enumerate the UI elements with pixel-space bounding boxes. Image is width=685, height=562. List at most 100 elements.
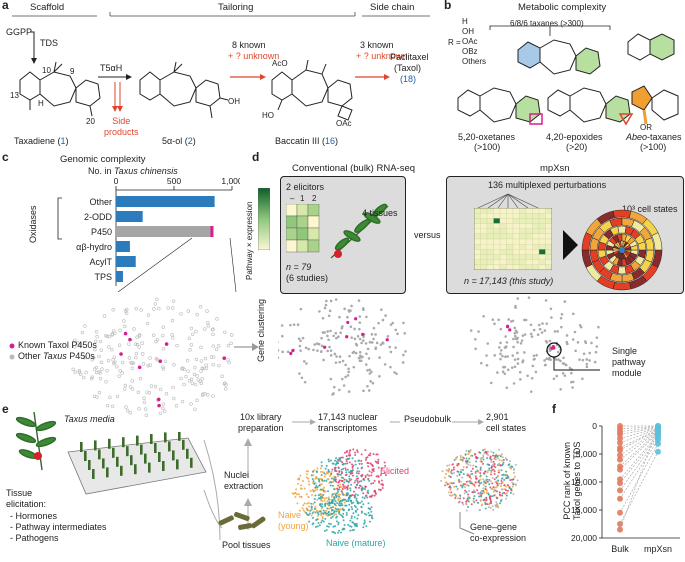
gene-node <box>403 332 407 335</box>
umap-point <box>477 492 480 495</box>
p450-node <box>136 390 141 395</box>
p450-node <box>138 333 142 337</box>
p450-node <box>130 366 134 371</box>
p450-node <box>161 365 165 369</box>
cell-state-segment <box>637 241 647 251</box>
heat-cell <box>493 259 501 265</box>
umap-point <box>325 464 328 467</box>
umap-point <box>306 473 309 476</box>
gene-node <box>578 324 582 327</box>
p450-node <box>134 355 138 360</box>
p450-node <box>115 394 120 399</box>
umap-point <box>350 500 353 503</box>
gene-node <box>571 380 575 384</box>
umap-point <box>322 489 325 492</box>
t5ah-label: T5αH <box>100 63 123 73</box>
umap-point <box>315 509 318 512</box>
umap-point <box>492 454 495 457</box>
gene-node <box>389 350 393 354</box>
umap-point <box>346 450 349 453</box>
umap-point <box>323 486 326 489</box>
p450-node <box>161 406 165 411</box>
umap-point <box>500 453 503 456</box>
gene-node <box>355 343 359 347</box>
umap-point <box>360 460 363 463</box>
heat-cell <box>545 223 552 229</box>
umap-point <box>371 464 374 467</box>
heat-cell <box>525 238 533 245</box>
umap-point <box>360 489 363 492</box>
umap-point <box>467 500 470 503</box>
umap-point <box>483 480 486 483</box>
known-p450-node <box>123 331 128 336</box>
umap-point <box>325 529 328 532</box>
umap-point <box>348 496 351 499</box>
well-sprout <box>182 439 185 450</box>
paclitaxel-name: Paclitaxel <box>390 52 429 62</box>
umap-point <box>347 454 350 457</box>
umap-point <box>372 482 375 485</box>
gene-node <box>320 344 324 348</box>
umap-point <box>478 482 481 485</box>
umap-point <box>490 466 493 469</box>
umap-point <box>340 468 343 471</box>
p450-node <box>82 356 87 360</box>
umap-point <box>380 483 383 486</box>
umap-point <box>319 497 322 500</box>
umap-point <box>495 476 498 479</box>
gene-node <box>559 316 563 320</box>
panel-e-top-arrows <box>292 419 484 425</box>
p450-node <box>73 370 77 374</box>
umap-point <box>471 467 474 470</box>
well-sprout <box>98 449 101 460</box>
umap-point <box>296 502 299 505</box>
umap-point <box>301 480 304 483</box>
studies-label: (6 studies) <box>286 273 329 283</box>
umap-point <box>322 520 325 523</box>
gene-node <box>513 326 517 330</box>
gene-node <box>538 327 542 331</box>
category-label: TPS <box>94 272 112 282</box>
umap-point <box>491 505 494 508</box>
umap-point <box>343 524 346 527</box>
gene-node <box>367 357 371 360</box>
umap-point <box>448 475 451 478</box>
umap-point <box>341 456 344 459</box>
gene-node <box>474 337 477 341</box>
umap-point <box>370 471 373 474</box>
umap-point <box>330 500 333 503</box>
umap-point <box>339 497 342 500</box>
well-sprout <box>94 440 97 451</box>
umap-point <box>337 531 340 534</box>
gene-node <box>357 299 361 302</box>
umap-point <box>367 492 370 495</box>
gene-node <box>362 339 365 342</box>
heat-cell <box>499 244 507 250</box>
umap-point <box>481 492 484 495</box>
cell-states-label: 10³ cell states <box>622 204 678 214</box>
gene-node <box>338 388 341 392</box>
umap-point <box>368 470 371 473</box>
gene-node <box>304 346 308 350</box>
umap-point <box>306 508 309 511</box>
umap-point <box>358 480 361 483</box>
category-label: AcylT <box>90 257 113 267</box>
umap-point <box>314 505 317 508</box>
gene-node <box>394 328 398 332</box>
umap-point <box>370 510 373 513</box>
umap-point <box>364 495 367 498</box>
p450-node <box>123 324 127 329</box>
p450-node <box>77 369 81 373</box>
umap-point <box>505 489 508 492</box>
p450-node <box>155 338 160 342</box>
heat-cell <box>474 218 481 224</box>
gene-node <box>545 341 549 344</box>
gene-node <box>339 331 342 335</box>
umap-point <box>450 472 453 475</box>
umap-point <box>339 483 342 486</box>
gene-node <box>550 316 553 319</box>
umap-point <box>367 511 370 514</box>
gene-node <box>565 334 569 337</box>
umap-point <box>367 502 370 505</box>
umap-point <box>344 462 347 465</box>
